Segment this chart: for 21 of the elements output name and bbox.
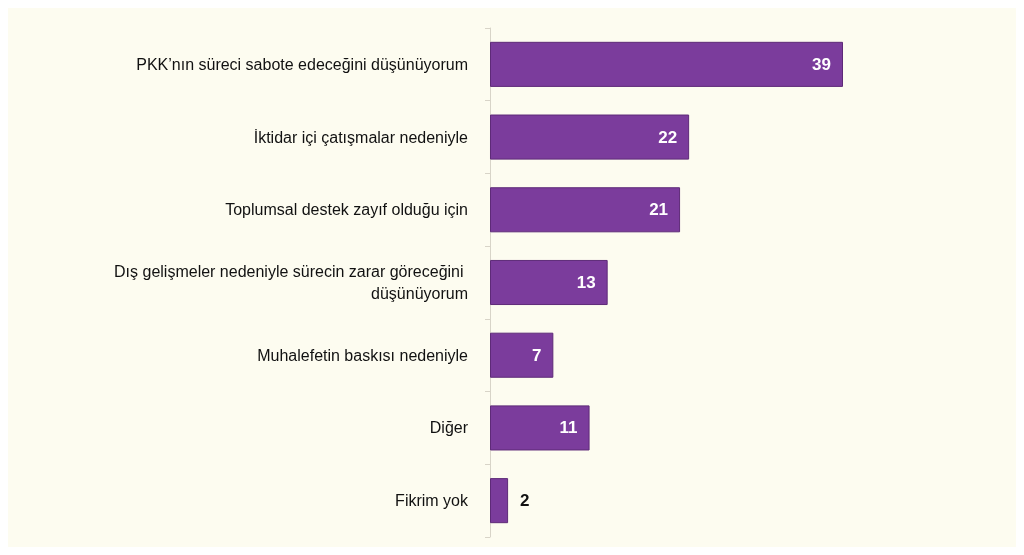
data-label: 2 [520,491,530,511]
data-label: 13 [576,273,596,292]
y-tick-label: İktidar içi çatışmalar nedeniyle [253,127,469,146]
data-label: 22 [658,127,678,147]
bar [490,259,608,306]
y-tick-label: Muhalefetin baskısı nedeniyle [257,346,469,364]
bar [490,187,681,233]
bar [490,332,554,378]
y-tick-label: Diğer [429,419,469,437]
bar [490,114,690,160]
y-tick-label: Dış gelişmeler nedeniyle sürecin zarar göreceğini düşünüyorum [114,263,468,302]
y-tick-label: Fikrim yok [395,492,469,510]
data-label: 7 [531,345,542,365]
data-label: 39 [812,54,831,74]
y-tick-label: PKK’nın süreci sabote edeceğini düşünüyorum [136,55,468,73]
data-label: 21 [649,200,669,220]
data-label: 11 [559,418,578,438]
y-tick-label: Toplumsal destek zayıf olduğu için [225,201,468,219]
bar [490,405,590,451]
bar [490,41,843,87]
bar [490,478,509,524]
